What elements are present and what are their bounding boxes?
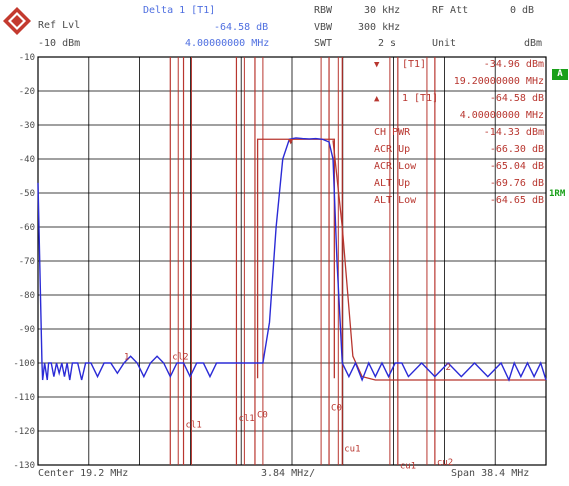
measurement-name: ACR Low — [374, 161, 417, 172]
marker-1-frequency: 19.20000000 MHz — [454, 76, 544, 87]
center-frequency: Center 19.2 MHz — [38, 468, 129, 479]
channel-line-label: C0 — [331, 404, 342, 414]
channel-line-label: cu1 — [400, 461, 416, 471]
y-tick-label: -30 — [19, 121, 35, 131]
delta-marker-title: Delta 1 [T1] — [143, 5, 216, 16]
frequency-span: Span 38.4 MHz — [451, 468, 530, 479]
y-tick-label: -90 — [19, 325, 35, 335]
measurement-name: ALT Low — [374, 195, 417, 206]
trace-1rm-label: 1RM — [549, 189, 566, 199]
vbw-value: 300 kHz — [358, 22, 401, 33]
swt-value: 2 s — [378, 38, 397, 49]
y-tick-label: -40 — [19, 155, 35, 165]
rf-attenuation-label: RF Att — [432, 5, 469, 16]
trace-label: 1 — [124, 353, 129, 363]
unit-value: dBm — [524, 38, 543, 49]
measurement-value: -66.30 dB — [490, 144, 544, 155]
y-tick-label: -110 — [13, 393, 35, 403]
spectrum-trace — [37, 137, 547, 382]
channel-power-bar — [256, 138, 335, 379]
y-tick-label: -130 — [13, 461, 35, 471]
channel-line-label: cu1 — [344, 444, 360, 454]
frequency-per-division: 3.84 MHz/ — [261, 468, 316, 479]
marker-1-icon: ▼ — [374, 60, 380, 70]
y-tick-label: -70 — [19, 257, 35, 267]
rohde-schwarz-logo-icon — [3, 7, 31, 35]
y-tick-label: -60 — [19, 223, 35, 233]
rf-attenuation-value: 0 dB — [510, 5, 535, 16]
y-tick-label: -10 — [19, 53, 35, 63]
adjacent-channel-trace — [332, 140, 546, 381]
measurement-name: CH PWR — [374, 127, 411, 138]
delta-marker-level: -64.58 dB — [490, 93, 544, 104]
vbw-label: VBW — [314, 22, 333, 33]
rbw-label: RBW — [314, 5, 333, 16]
marker-1-label: [T1] — [402, 59, 426, 70]
rbw-value: 30 kHz — [364, 5, 401, 16]
measurement-name: ACR Up — [374, 144, 410, 155]
measurement-value: -65.04 dB — [490, 161, 544, 172]
measurement-value: -14.33 dBm — [484, 127, 544, 138]
y-tick-label: -50 — [19, 189, 35, 199]
measurement-value: -69.76 dB — [490, 178, 544, 189]
channel-line-label: cl2 — [172, 353, 188, 363]
channel-line-label: cl1 — [238, 414, 254, 424]
marker-t1-symbol: ▼ — [288, 137, 294, 147]
ref-level-value: -10 dBm — [38, 38, 81, 49]
y-tick-label: -80 — [19, 291, 35, 301]
channel-line-label: C0 — [257, 410, 268, 420]
channel-line-label: cu2 — [437, 458, 453, 468]
y-tick-label: -20 — [19, 87, 35, 97]
delta-marker-frequency: 4.00000000 MHz — [185, 38, 270, 49]
ref-level-label: Ref Lvl — [38, 20, 81, 31]
delta-marker-level: -64.58 dB — [214, 22, 269, 33]
unit-label: Unit — [432, 38, 457, 49]
y-tick-label: -100 — [13, 359, 35, 369]
measurement-name: ALT Up — [374, 178, 410, 189]
delta-marker-label: 1 [T1] — [402, 93, 438, 104]
y-tick-label: -120 — [13, 427, 35, 437]
trace-a-badge: A — [552, 69, 568, 80]
measurement-value: -64.65 dB — [490, 195, 544, 206]
delta-marker-frequency: 4.00000000 MHz — [460, 110, 544, 121]
trace-label: 2 — [445, 363, 450, 373]
delta-marker-icon: ▲ — [374, 94, 380, 104]
channel-line-label: cl1 — [186, 421, 202, 431]
swt-label: SWT — [314, 38, 333, 49]
marker-1-level: -34.96 dBm — [484, 59, 544, 70]
